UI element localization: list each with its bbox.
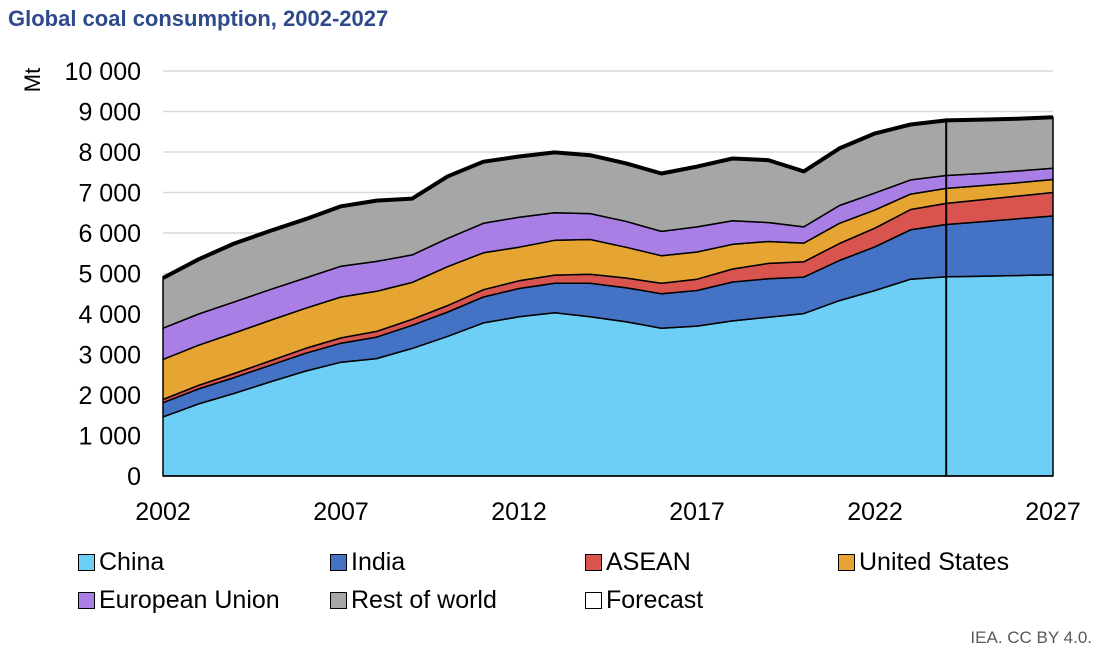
legend-item-india: India bbox=[330, 548, 405, 577]
legend-swatch-rest-of-world bbox=[330, 592, 347, 609]
y-axis-unit: Mt bbox=[20, 68, 45, 92]
legend-label: United States bbox=[859, 548, 1010, 576]
legend-swatch-forecast bbox=[585, 592, 602, 609]
legend-swatch-china bbox=[78, 554, 95, 571]
y-tick-label: 8 000 bbox=[78, 139, 141, 167]
y-tick-label: 0 bbox=[127, 463, 141, 491]
x-tick-label: 2027 bbox=[1025, 498, 1081, 526]
legend-item-european-union: European Union bbox=[78, 586, 280, 615]
y-tick-label: 3 000 bbox=[78, 342, 141, 370]
legend-item-asean: ASEAN bbox=[585, 548, 691, 577]
y-tick-label: 4 000 bbox=[78, 301, 141, 329]
y-tick-label: 5 000 bbox=[78, 261, 141, 289]
x-tick-label: 2012 bbox=[491, 498, 547, 526]
x-tick-label: 2017 bbox=[669, 498, 725, 526]
legend-swatch-united-states bbox=[838, 554, 855, 571]
y-tick-label: 10 000 bbox=[65, 58, 141, 86]
total-line bbox=[162, 115, 1054, 280]
y-tick-label: 7 000 bbox=[78, 180, 141, 208]
legend-item-united-states: United States bbox=[838, 548, 1009, 577]
x-tick-label: 2007 bbox=[313, 498, 369, 526]
legend-item-forecast: Forecast bbox=[585, 586, 703, 615]
source-note: IEA. CC BY 4.0. bbox=[970, 628, 1092, 647]
legend-swatch-european-union bbox=[78, 592, 95, 609]
legend-label: India bbox=[351, 548, 406, 576]
y-tick-label: 2 000 bbox=[78, 382, 141, 410]
legend-label: European Union bbox=[99, 586, 280, 614]
legend-label: China bbox=[99, 548, 165, 576]
legend-label: Rest of world bbox=[351, 586, 497, 614]
legend-item-china: China bbox=[78, 548, 164, 577]
legend-label: ASEAN bbox=[606, 548, 691, 576]
legend-swatch-india bbox=[330, 554, 347, 571]
legend-label: Forecast bbox=[606, 586, 704, 614]
legend-item-rest-of-world: Rest of world bbox=[330, 586, 497, 615]
x-tick-label: 2022 bbox=[847, 498, 903, 526]
legend-swatch-asean bbox=[585, 554, 602, 571]
y-tick-label: 9 000 bbox=[78, 99, 141, 127]
y-tick-label: 6 000 bbox=[78, 220, 141, 248]
x-tick-label: 2002 bbox=[135, 498, 191, 526]
chart-title: Global coal consumption, 2002-2027 bbox=[8, 6, 389, 31]
y-tick-label: 1 000 bbox=[78, 423, 141, 451]
